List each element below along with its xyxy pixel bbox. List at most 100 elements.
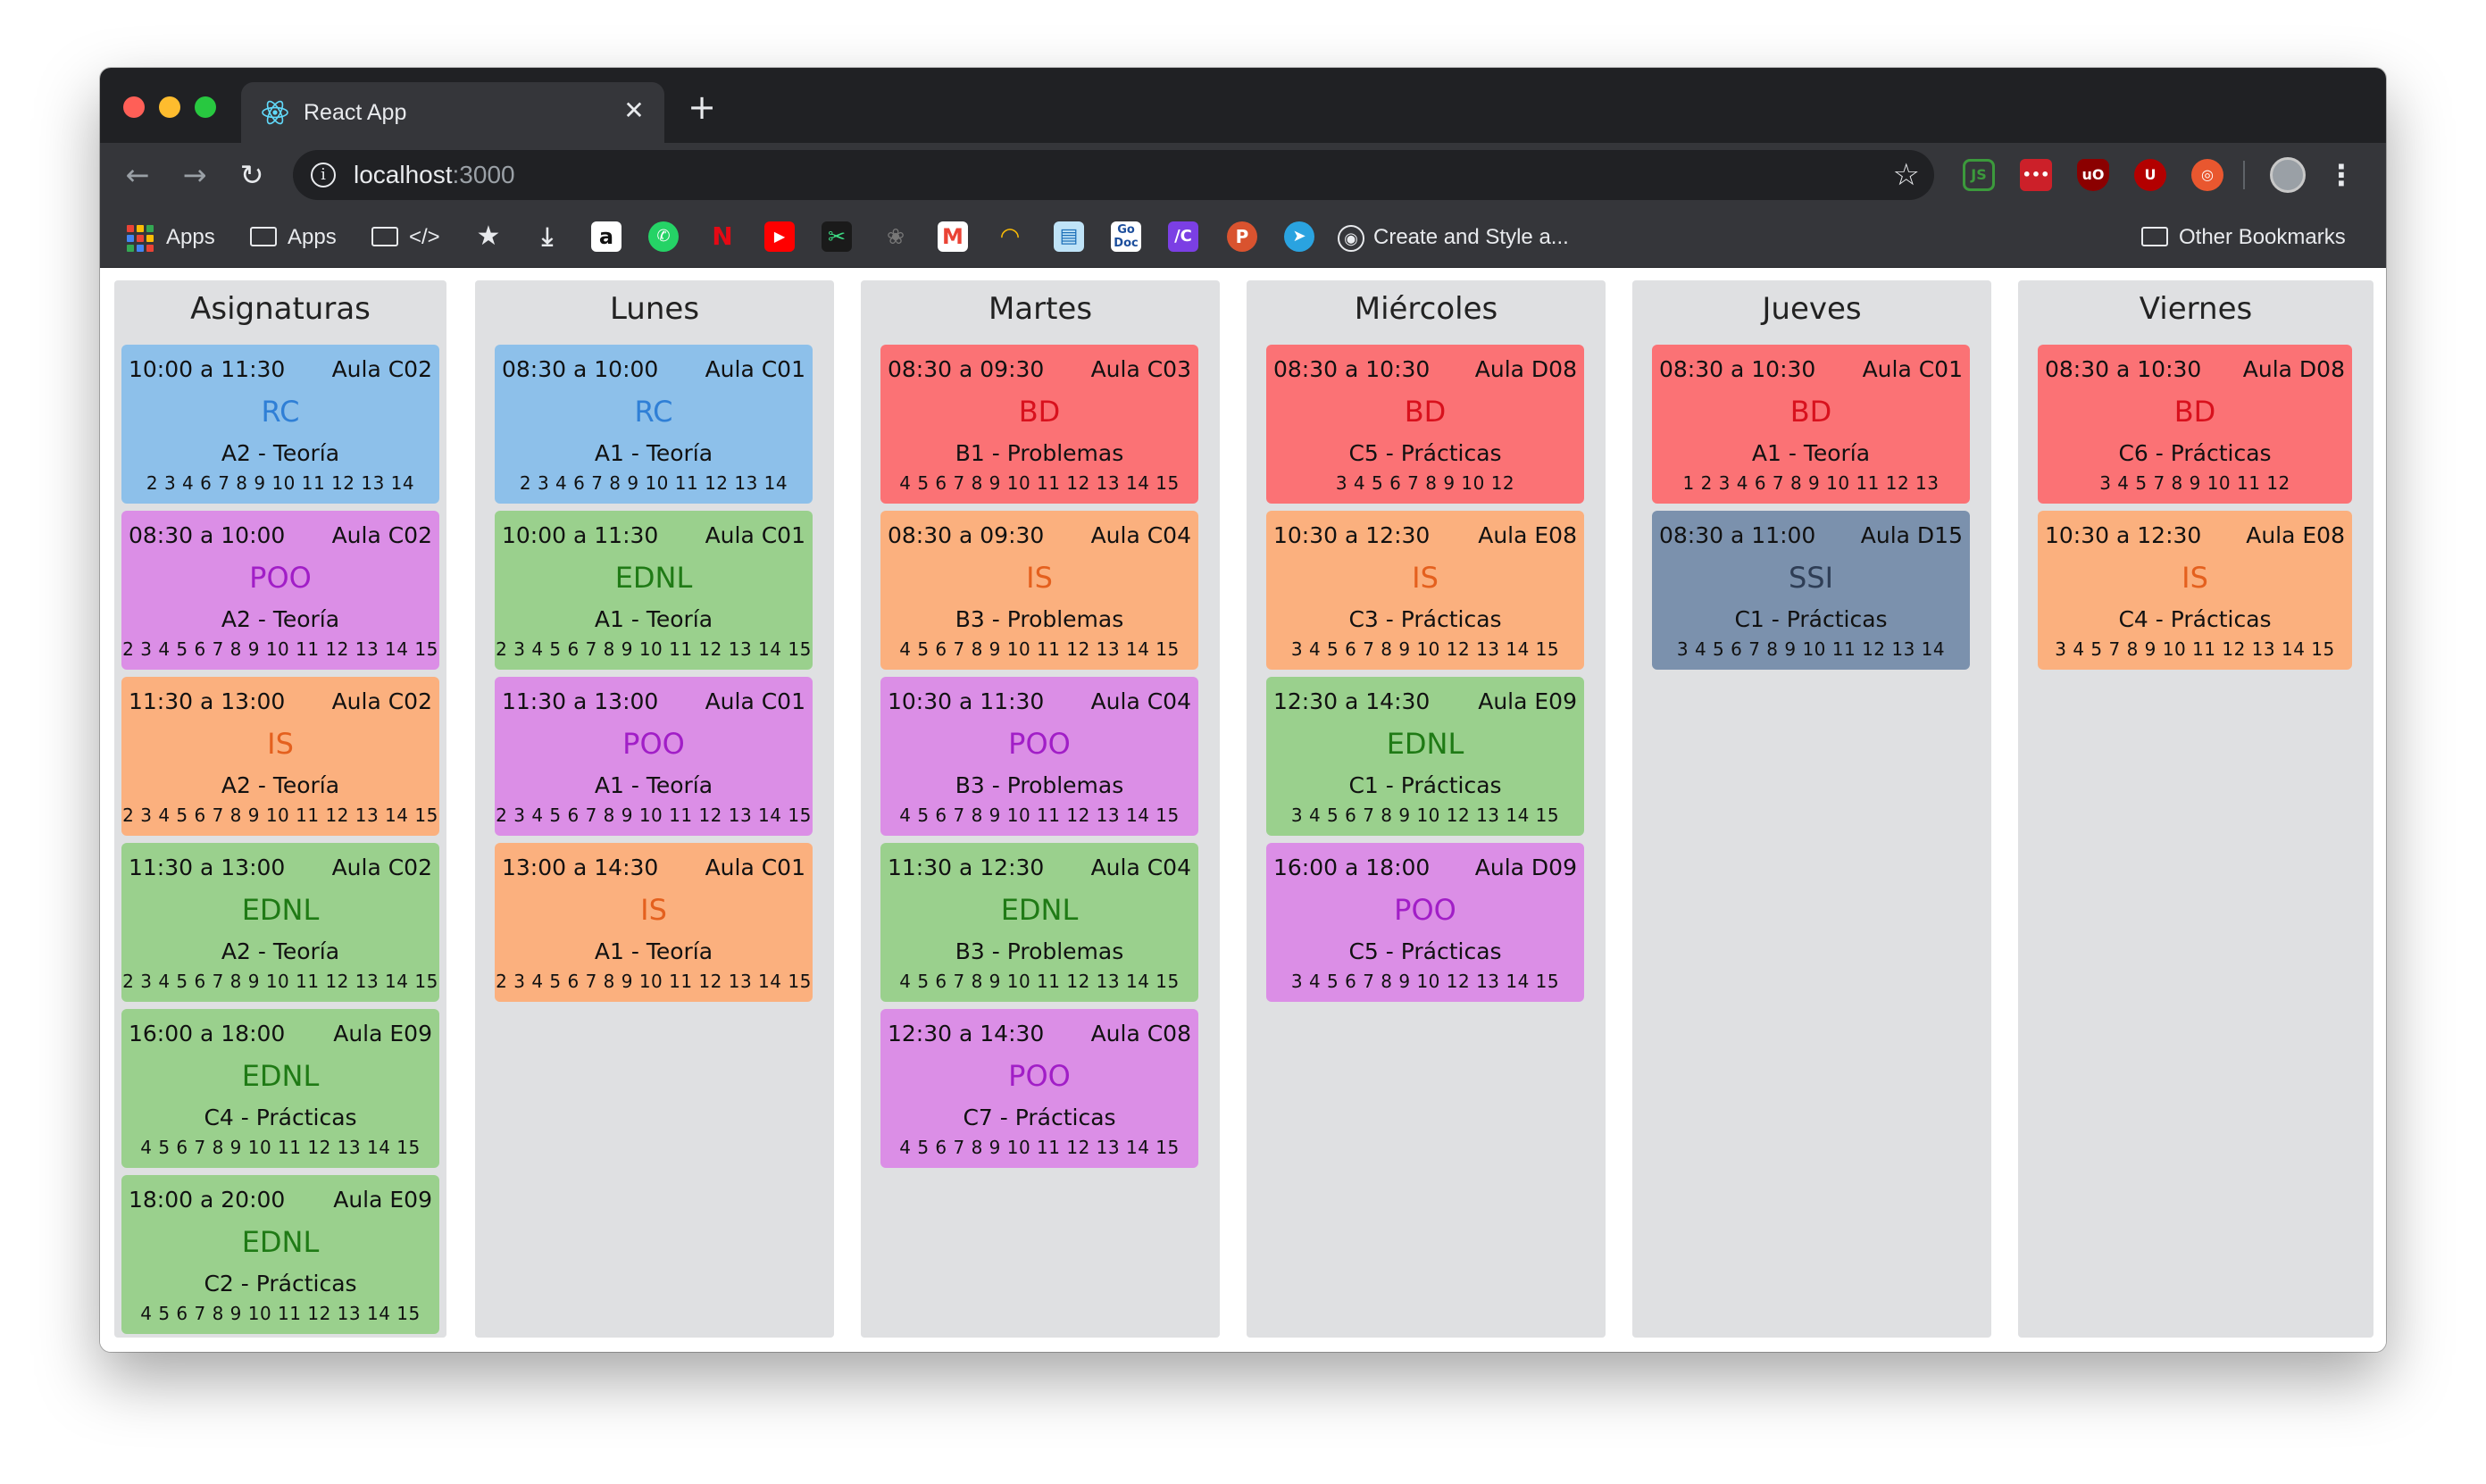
class-group: A2 - Teoría xyxy=(221,938,340,964)
download-bookmark-icon[interactable]: ⤓ xyxy=(541,221,554,251)
rainbow-icon[interactable]: ◠ xyxy=(1001,223,1019,250)
class-time: 08:30 a 10:00 xyxy=(129,522,286,548)
minimize-window-button[interactable] xyxy=(159,96,180,118)
class-room: Aula D09 xyxy=(1474,855,1577,880)
class-card[interactable]: 08:30 a 10:30 Aula C01 BD A1 - Teoría 1 2 3 … xyxy=(1652,345,1970,504)
class-group: C1 - Prácticas xyxy=(1348,772,1502,798)
class-time: 10:30 a 12:30 xyxy=(1273,522,1431,548)
back-arrow-icon[interactable]: ← xyxy=(125,158,150,192)
class-card[interactable]: 08:30 a 10:30 Aula D08 BD C5 - Prácticas 3 4… xyxy=(1266,345,1584,504)
bookmark-star-icon[interactable]: ☆ xyxy=(1892,157,1920,193)
browser-tab[interactable]: React App ✕ xyxy=(241,82,664,143)
class-weeks: 2 3 4 5 6 7 8 9 10 11 12 13 14 15 xyxy=(496,805,812,826)
class-weeks: 4 5 6 7 8 9 10 11 12 13 14 15 xyxy=(899,472,1180,494)
class-card[interactable]: 11:30 a 13:00 Aula C02 EDNL A2 - Teoría 2 3 … xyxy=(121,843,439,1002)
star-bookmark-icon[interactable]: ★ xyxy=(476,221,501,252)
class-time: 16:00 a 18:00 xyxy=(1273,855,1431,880)
maximize-window-button[interactable] xyxy=(195,96,216,118)
amazon-icon[interactable]: a xyxy=(591,221,622,252)
column-title: Asignaturas xyxy=(190,291,371,327)
class-card[interactable]: 11:30 a 13:00 Aula C02 IS A2 - Teoría 2 3 4 … xyxy=(121,677,439,836)
close-tab-icon[interactable]: ✕ xyxy=(623,96,645,125)
class-card[interactable]: 16:00 a 18:00 Aula D09 POO C5 - Prácticas 3 … xyxy=(1266,843,1584,1002)
whatsapp-icon[interactable]: ✆ xyxy=(648,221,679,252)
youtube-icon[interactable]: ▶ xyxy=(764,221,795,252)
class-card[interactable]: 10:30 a 12:30 Aula E08 IS C4 - Prácticas 3 4… xyxy=(2038,511,2352,670)
class-card[interactable]: 13:00 a 14:30 Aula C01 IS A1 - Teoría 2 3 4 … xyxy=(495,843,813,1002)
ublock-extension-icon[interactable]: uO xyxy=(2077,159,2109,191)
class-subject: EDNL xyxy=(241,1225,320,1259)
class-subject: EDNL xyxy=(1000,893,1079,927)
column-4: Jueves 08:30 a 10:30 Aula C01 BD A1 - Teoría… xyxy=(1632,280,1991,1338)
new-tab-button[interactable]: + xyxy=(688,88,716,127)
glasses-icon: ◉ xyxy=(1338,224,1364,252)
class-room: Aula C04 xyxy=(1090,688,1191,714)
browser-toolbar: ← → ↻ i localhost:3000 ☆ JS ••• uO U ◎ ⋮ xyxy=(100,143,2386,207)
slash-c-icon[interactable]: /C xyxy=(1168,221,1198,252)
address-bar[interactable]: i localhost:3000 ☆ xyxy=(293,150,1934,200)
class-card[interactable]: 10:00 a 11:30 Aula C02 RC A2 - Teoría 2 3 4 … xyxy=(121,345,439,504)
url-text[interactable]: localhost:3000 xyxy=(354,161,515,189)
class-time: 10:30 a 12:30 xyxy=(2045,522,2202,548)
bookmark-folder-code[interactable]: </> xyxy=(371,221,440,254)
notebook-icon[interactable]: ▤ xyxy=(1054,221,1084,252)
class-room: Aula C01 xyxy=(1862,356,1963,382)
class-group: A2 - Teoría xyxy=(221,440,340,466)
folder-icon xyxy=(250,226,277,246)
class-time: 16:00 a 18:00 xyxy=(129,1021,286,1046)
class-card[interactable]: 12:30 a 14:30 Aula E09 EDNL C1 - Prácticas 3… xyxy=(1266,677,1584,836)
class-room: Aula C02 xyxy=(331,855,432,880)
class-card[interactable]: 08:30 a 11:00 Aula D15 SSI C1 - Prácticas 3 … xyxy=(1652,511,1970,670)
lastpass-extension-icon[interactable]: ••• xyxy=(2020,159,2052,191)
gmail-icon[interactable]: M xyxy=(938,221,968,252)
class-card[interactable]: 08:30 a 10:00 Aula C01 RC A1 - Teoría 2 3 4 … xyxy=(495,345,813,504)
class-card[interactable]: 10:30 a 11:30 Aula C04 POO B3 - Problemas 4 … xyxy=(880,677,1198,836)
reload-icon[interactable]: ↻ xyxy=(239,158,264,192)
class-card[interactable]: 16:00 a 18:00 Aula E09 EDNL C4 - Prácticas 4… xyxy=(121,1009,439,1168)
u-extension-icon[interactable]: U xyxy=(2134,159,2166,191)
netflix-icon[interactable]: N xyxy=(712,221,733,251)
class-card[interactable]: 08:30 a 09:30 Aula C04 IS B3 - Problemas 4 5… xyxy=(880,511,1198,670)
more-menu-icon[interactable]: ⋮ xyxy=(2327,158,2356,192)
telegram-icon[interactable]: ➤ xyxy=(1284,221,1314,252)
close-window-button[interactable] xyxy=(123,96,145,118)
forward-arrow-icon[interactable]: → xyxy=(182,158,207,192)
lotus-icon[interactable]: ❀ xyxy=(886,224,905,249)
class-card[interactable]: 08:30 a 10:30 Aula D08 BD C6 - Prácticas 3 4… xyxy=(2038,345,2352,504)
info-icon[interactable]: i xyxy=(311,163,336,188)
class-group: A2 - Teoría xyxy=(221,772,340,798)
class-time: 10:00 a 11:30 xyxy=(502,522,659,548)
class-card[interactable]: 12:30 a 14:30 Aula C08 POO C7 - Prácticas 4 … xyxy=(880,1009,1198,1168)
class-card[interactable]: 10:00 a 11:30 Aula C01 EDNL A1 - Teoría 2 3 … xyxy=(495,511,813,670)
class-weeks: 3 4 5 6 7 8 9 10 11 12 13 14 xyxy=(1676,638,1946,660)
class-room: Aula D08 xyxy=(1474,356,1577,382)
class-weeks: 3 4 5 6 7 8 9 10 12 xyxy=(1335,472,1515,494)
class-card[interactable]: 08:30 a 09:30 Aula C03 BD B1 - Problemas 4 5… xyxy=(880,345,1198,504)
class-subject: SSI xyxy=(1788,561,1834,595)
class-weeks: 2 3 4 5 6 7 8 9 10 11 12 13 14 15 xyxy=(496,638,812,660)
class-subject: IS xyxy=(640,893,667,927)
class-subject: BD xyxy=(1789,395,1832,429)
circle-extension-icon[interactable]: ◎ xyxy=(2191,159,2223,191)
class-card[interactable]: 10:30 a 12:30 Aula E08 IS C3 - Prácticas 3 4… xyxy=(1266,511,1584,670)
column-1: Lunes 08:30 a 10:00 Aula C01 RC A1 - Teoría 2… xyxy=(475,280,834,1338)
bookmark-other[interactable]: Other Bookmarks xyxy=(2141,221,2346,254)
godoc-icon[interactable]: Go Doc xyxy=(1111,221,1141,252)
column-3: Miércoles 08:30 a 10:30 Aula D08 BD C5 - Prá… xyxy=(1247,280,1606,1338)
tool-icon[interactable]: ✂ xyxy=(822,221,852,252)
bookmark-apps-launcher[interactable]: Apps xyxy=(127,221,215,254)
bookmark-create-style[interactable]: ◉ Create and Style a... xyxy=(1338,221,1569,254)
profile-avatar[interactable] xyxy=(2270,157,2306,193)
bookmark-folder-apps[interactable]: Apps xyxy=(250,221,337,254)
class-group: C4 - Prácticas xyxy=(2118,606,2272,632)
class-group: A1 - Teoría xyxy=(594,440,713,466)
class-time: 11:30 a 13:00 xyxy=(502,688,659,714)
p-icon[interactable]: P xyxy=(1227,221,1257,252)
class-card[interactable]: 18:00 a 20:00 Aula E09 EDNL C2 - Prácticas 4… xyxy=(121,1175,439,1334)
bookmark-label: Other Bookmarks xyxy=(2179,225,2346,249)
class-weeks: 4 5 6 7 8 9 10 11 12 13 14 15 xyxy=(899,805,1180,826)
nodejs-extension-icon[interactable]: JS xyxy=(1963,159,1995,191)
class-card[interactable]: 08:30 a 10:00 Aula C02 POO A2 - Teoría 2 3 4… xyxy=(121,511,439,670)
class-card[interactable]: 11:30 a 12:30 Aula C04 EDNL B3 - Problemas 4… xyxy=(880,843,1198,1002)
class-card[interactable]: 11:30 a 13:00 Aula C01 POO A1 - Teoría 2 3 4… xyxy=(495,677,813,836)
